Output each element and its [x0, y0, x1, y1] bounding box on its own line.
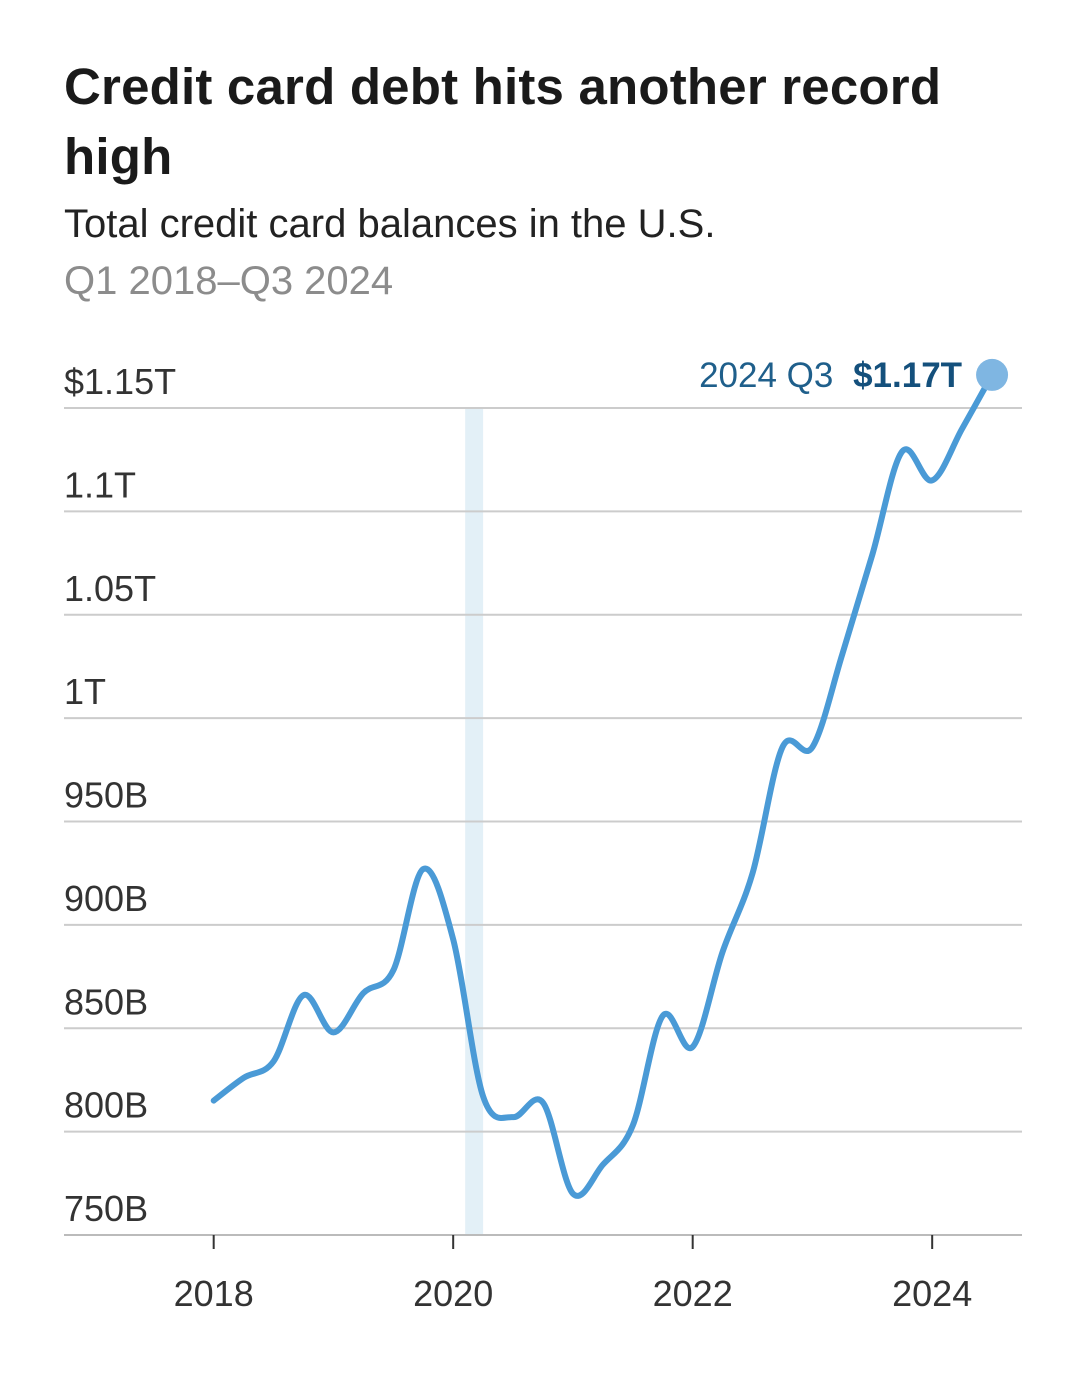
x-tick-label: 2020	[413, 1273, 493, 1314]
data-point	[959, 426, 965, 432]
chart-subtitle: Total credit card balances in the U.S.	[64, 202, 716, 246]
data-point	[929, 477, 935, 483]
data-point	[301, 992, 307, 998]
data-point	[839, 651, 845, 657]
annotation-value: $1.17T	[853, 356, 962, 395]
data-point	[809, 744, 815, 750]
y-tick-label: $1.15T	[64, 361, 176, 402]
data-point	[600, 1162, 606, 1168]
x-axis-ticks: 2018 2020 2022 2024	[174, 1235, 972, 1314]
data-point	[450, 936, 456, 942]
data-point	[750, 870, 756, 876]
data-point	[241, 1075, 247, 1081]
y-axis-labels: 750B 800B 850B 900B 950B 1T 1.05T 1.1T $1.15T	[64, 361, 176, 1229]
data-point	[480, 1093, 486, 1099]
x-tick-label: 2018	[174, 1273, 254, 1314]
data-point	[271, 1058, 277, 1064]
date-range: Q1 2018–Q3 2024	[64, 259, 394, 303]
data-point	[869, 552, 875, 558]
data-point	[570, 1191, 576, 1197]
data-point	[540, 1100, 546, 1106]
chart-title: Credit card debt hits another record hig…	[64, 58, 942, 185]
data-point	[390, 967, 396, 973]
endpoint-marker	[976, 358, 1009, 391]
data-points	[211, 358, 1009, 1197]
data-point	[330, 1029, 336, 1035]
x-tick-label: 2024	[892, 1273, 972, 1314]
series-line	[210, 371, 996, 1199]
data-point	[360, 990, 366, 996]
y-tick-label: 1T	[64, 671, 106, 712]
data-point	[630, 1122, 636, 1128]
data-point	[780, 744, 786, 750]
y-tick-label: 800B	[64, 1085, 148, 1126]
endpoint-annotation: 2024 Q3 $1.17T	[699, 356, 962, 395]
data-point	[690, 1044, 696, 1050]
annotation-period: 2024 Q3	[699, 356, 833, 395]
y-tick-label: 850B	[64, 981, 148, 1022]
y-tick-label: 950B	[64, 775, 148, 816]
y-tick-label: 1.1T	[64, 464, 136, 505]
y-tick-label: 900B	[64, 878, 148, 919]
data-point	[720, 949, 726, 955]
data-point	[899, 448, 905, 454]
x-tick-label: 2022	[653, 1273, 733, 1314]
data-point	[420, 866, 426, 872]
gridlines	[64, 407, 1022, 1133]
y-tick-label: 750B	[64, 1188, 148, 1229]
data-point	[510, 1114, 516, 1120]
data-point	[211, 1098, 217, 1104]
y-tick-label: 1.05T	[64, 568, 156, 609]
data-point	[660, 1013, 666, 1019]
